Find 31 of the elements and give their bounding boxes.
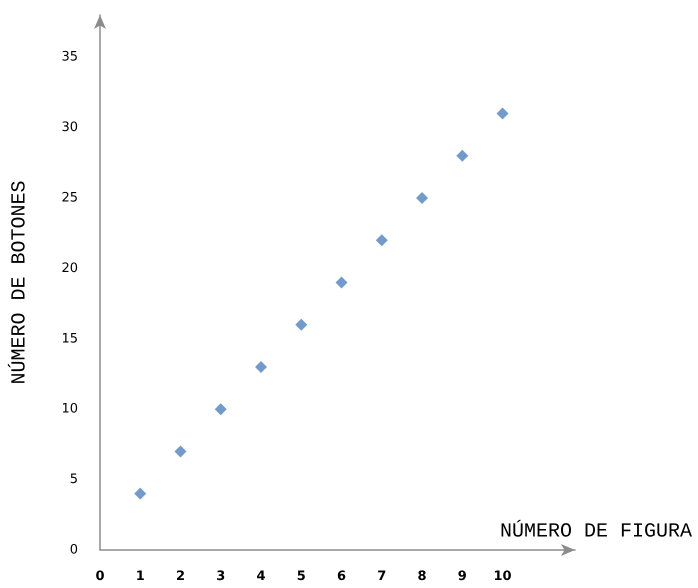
y-tick-label: 30: [61, 120, 78, 136]
point: [416, 192, 428, 204]
x-tick-label: 0: [95, 569, 105, 584]
point: [336, 276, 348, 288]
y-axis-title: NÚMERO DE BOTONES: [8, 180, 32, 385]
point: [255, 360, 268, 373]
point: [174, 445, 187, 458]
x-tick-label: 5: [296, 569, 306, 584]
x-tick-label: 1: [136, 569, 145, 584]
point: [496, 108, 509, 120]
y-tick-label: 15: [61, 331, 78, 346]
y-tick-label: 20: [61, 260, 78, 276]
y-tick-label: 0: [70, 542, 78, 558]
point: [134, 488, 146, 500]
x-axis-title: NÚMERO DE FIGURA: [500, 520, 692, 544]
y-tick-label: 5: [70, 472, 78, 488]
x-tick-label: 7: [377, 569, 386, 584]
point: [214, 403, 227, 416]
y-tick-label: 10: [61, 402, 78, 417]
x-tick-label: 4: [256, 569, 266, 584]
x-tick-label: 9: [458, 569, 467, 584]
x-tick-label: 10: [493, 569, 512, 584]
point: [456, 150, 468, 162]
y-tick-label: 35: [61, 50, 78, 65]
y-tick-label: 25: [61, 190, 78, 206]
point: [295, 318, 308, 331]
point: [376, 234, 388, 246]
x-tick-label: 3: [216, 569, 226, 584]
x-tick-label: 8: [418, 569, 427, 584]
x-tick-label: 2: [176, 569, 186, 584]
x-tick-label: 6: [337, 569, 346, 584]
